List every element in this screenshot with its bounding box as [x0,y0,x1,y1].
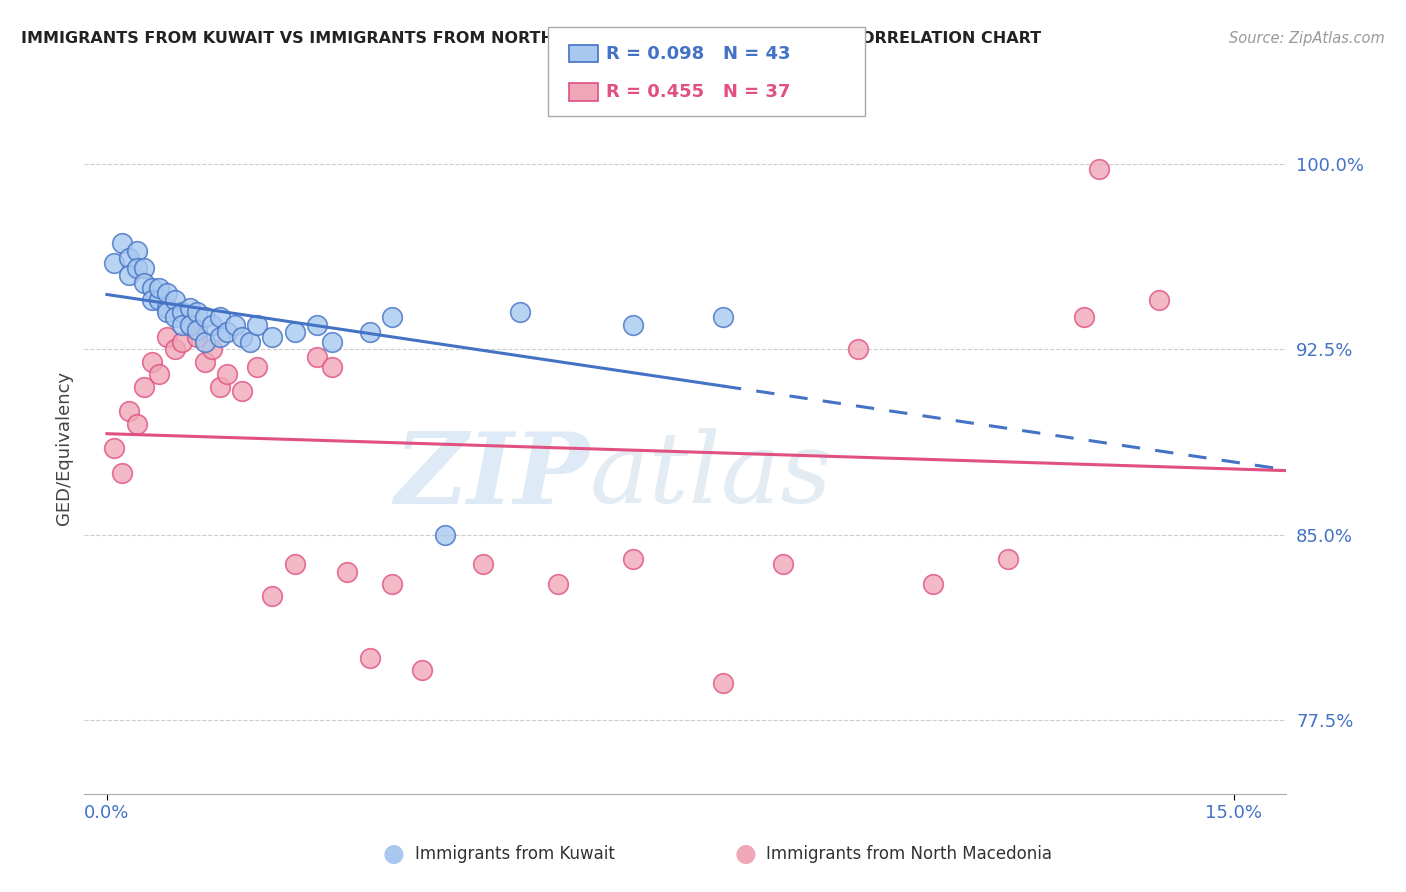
Point [193,355,217,369]
Point [111,236,134,251]
Point [134,379,156,393]
Text: R = 0.455   N = 37: R = 0.455 N = 37 [606,83,790,101]
Point [307,350,329,364]
Point [148,293,170,307]
Point [381,310,404,325]
Point [118,404,141,418]
Text: atlas: atlas [589,428,832,524]
Point [186,330,208,344]
Text: ZIP: ZIP [394,427,589,524]
Point [141,281,163,295]
Point [772,558,794,572]
Text: Immigrants from North Macedonia: Immigrants from North Macedonia [766,845,1052,863]
Point [125,260,148,275]
Point [509,305,531,319]
Point [217,367,239,381]
Point [156,301,179,315]
Point [434,527,457,541]
Point [239,334,262,349]
Point [711,310,734,325]
Point [262,330,284,344]
Point [621,552,644,566]
Point [193,310,217,325]
Point [179,318,201,332]
Text: ●: ● [382,842,405,865]
Point [1087,162,1109,177]
Point [411,664,433,678]
Point [163,293,186,307]
Point [134,260,156,275]
Point [125,417,148,431]
Point [336,565,359,579]
Point [1073,310,1095,325]
Y-axis label: GED/Equivalency: GED/Equivalency [55,371,73,525]
Point [186,323,208,337]
Point [711,675,734,690]
Point [208,310,231,325]
Text: IMMIGRANTS FROM KUWAIT VS IMMIGRANTS FROM NORTH MACEDONIA GED/EQUIVALENCY CORREL: IMMIGRANTS FROM KUWAIT VS IMMIGRANTS FRO… [21,31,1042,46]
Point [471,558,494,572]
Point [141,355,163,369]
Point [208,330,231,344]
Point [163,310,186,325]
Point [231,384,253,399]
Point [321,334,343,349]
Point [846,343,869,357]
Point [224,318,246,332]
Point [997,552,1019,566]
Point [148,367,170,381]
Point [170,305,193,319]
Point [170,334,193,349]
Point [103,256,125,270]
Point [103,442,125,455]
Point [381,577,404,591]
Point [170,318,193,332]
Point [156,305,179,319]
Point [208,379,231,393]
Text: Source: ZipAtlas.com: Source: ZipAtlas.com [1229,31,1385,46]
Point [922,577,945,591]
Point [307,318,329,332]
Point [217,325,239,339]
Point [193,334,217,349]
Point [201,343,224,357]
Point [148,281,170,295]
Point [125,244,148,258]
Point [284,558,307,572]
Point [156,330,179,344]
Point [262,590,284,604]
Point [118,251,141,265]
Point [134,276,156,290]
Point [284,325,307,339]
Point [156,285,179,300]
Point [1147,293,1170,307]
Point [141,293,163,307]
Point [547,577,569,591]
Point [246,359,269,374]
Point [186,305,208,319]
Point [118,268,141,283]
Point [359,325,381,339]
Point [163,343,186,357]
Point [231,330,253,344]
Point [321,359,343,374]
Point [621,318,644,332]
Text: Immigrants from Kuwait: Immigrants from Kuwait [415,845,614,863]
Point [246,318,269,332]
Point [111,466,134,480]
Point [179,301,201,315]
Point [179,318,201,332]
Point [201,318,224,332]
Point [359,651,381,665]
Text: R = 0.098   N = 43: R = 0.098 N = 43 [606,45,790,62]
Text: ●: ● [734,842,756,865]
